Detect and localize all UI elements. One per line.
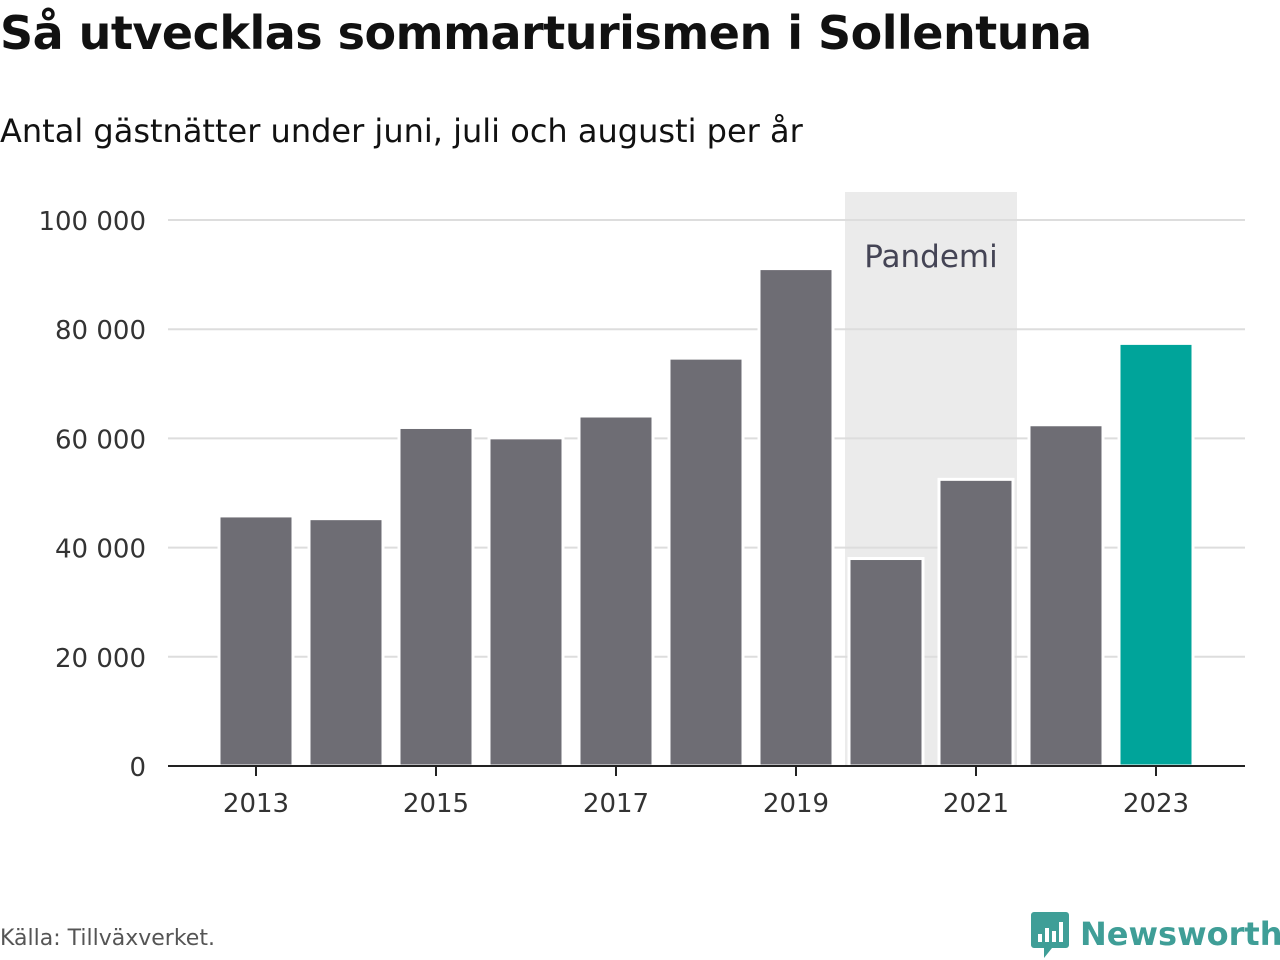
y-tick-label: 60 000 — [55, 425, 146, 455]
bar — [1117, 341, 1195, 768]
bar — [847, 557, 925, 768]
bar — [1027, 423, 1105, 768]
newsworthy-chart-bubble-icon — [1031, 912, 1069, 958]
x-tick-label: 2019 — [763, 789, 829, 819]
bar-chart: 0 20 000 40 000 60 000 80 000 100 000 Pandemi 2… — [38, 192, 1245, 819]
x-tick-label: 2015 — [403, 789, 469, 819]
bar — [937, 477, 1015, 768]
bar — [307, 517, 385, 768]
y-tick-label: 40 000 — [55, 535, 146, 565]
bar — [397, 425, 475, 768]
bar — [487, 436, 565, 768]
x-tick-label: 2023 — [1123, 789, 1189, 819]
brand-name: Newsworthy — [1080, 915, 1280, 953]
bar — [217, 514, 295, 768]
y-tick-label: 80 000 — [55, 316, 146, 346]
chart-title: Så utvecklas sommarturismen i Sollentuna — [0, 6, 1092, 60]
pandemic-label: Pandemi — [864, 239, 998, 275]
y-tick-label: 0 — [129, 753, 146, 783]
bar — [757, 267, 835, 768]
x-tick-label: 2017 — [583, 789, 649, 819]
bar — [667, 356, 745, 768]
bar — [577, 414, 655, 768]
brand-logo: Newsworthy — [1030, 908, 1280, 960]
x-tick-label: 2021 — [943, 789, 1009, 819]
y-tick-label: 100 000 — [38, 207, 146, 237]
source-note: Källa: Tillväxverket. — [0, 926, 215, 951]
chart-subtitle: Antal gästnätter under juni, juli och au… — [0, 112, 803, 150]
x-tick-label: 2013 — [223, 789, 289, 819]
y-tick-label: 20 000 — [55, 644, 146, 674]
